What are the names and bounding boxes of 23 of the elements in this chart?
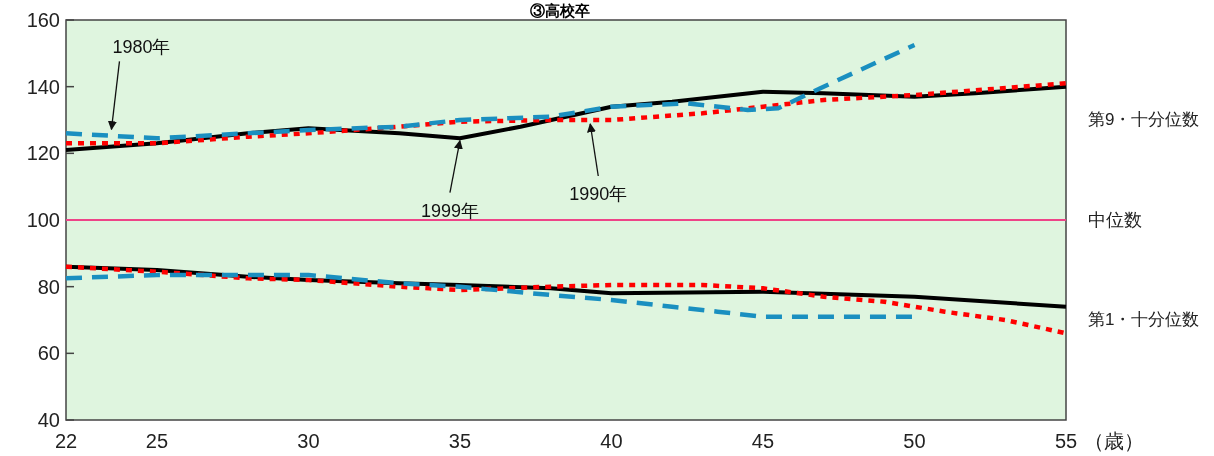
x-tick-label: 22 [54,430,78,452]
y-tick-label: 140 [26,75,60,98]
y-tick-label: 40 [37,409,60,431]
title: ③高校卒 [530,2,590,19]
x-tick-label: 40 [600,430,623,452]
annotation: 1999年 [420,200,479,221]
x-tick-label: 35 [448,430,472,452]
x-tick-label: 25 [145,430,169,452]
x-tick-label: 30 [297,430,320,452]
text: 第9・十分位数 [1088,110,1200,129]
y-tick-label: 160 [26,9,60,31]
text: 第1・十分位数 [1088,310,1200,329]
ref-line-label: 中位数 [1088,210,1142,230]
y-tick-label: 100 [26,209,60,231]
x-tick-label: 45 [751,430,775,452]
y-tick-label: 80 [37,275,60,298]
annotation: 1980年 [112,37,171,58]
annotation: 1990年 [569,184,628,204]
x-tick-label: 55 [1054,430,1078,452]
y-tick-label: 60 [37,342,60,365]
y-tick-label: 120 [26,142,60,165]
xlabel: （歳） [1084,430,1144,452]
x-tick-label: 50 [903,430,926,452]
